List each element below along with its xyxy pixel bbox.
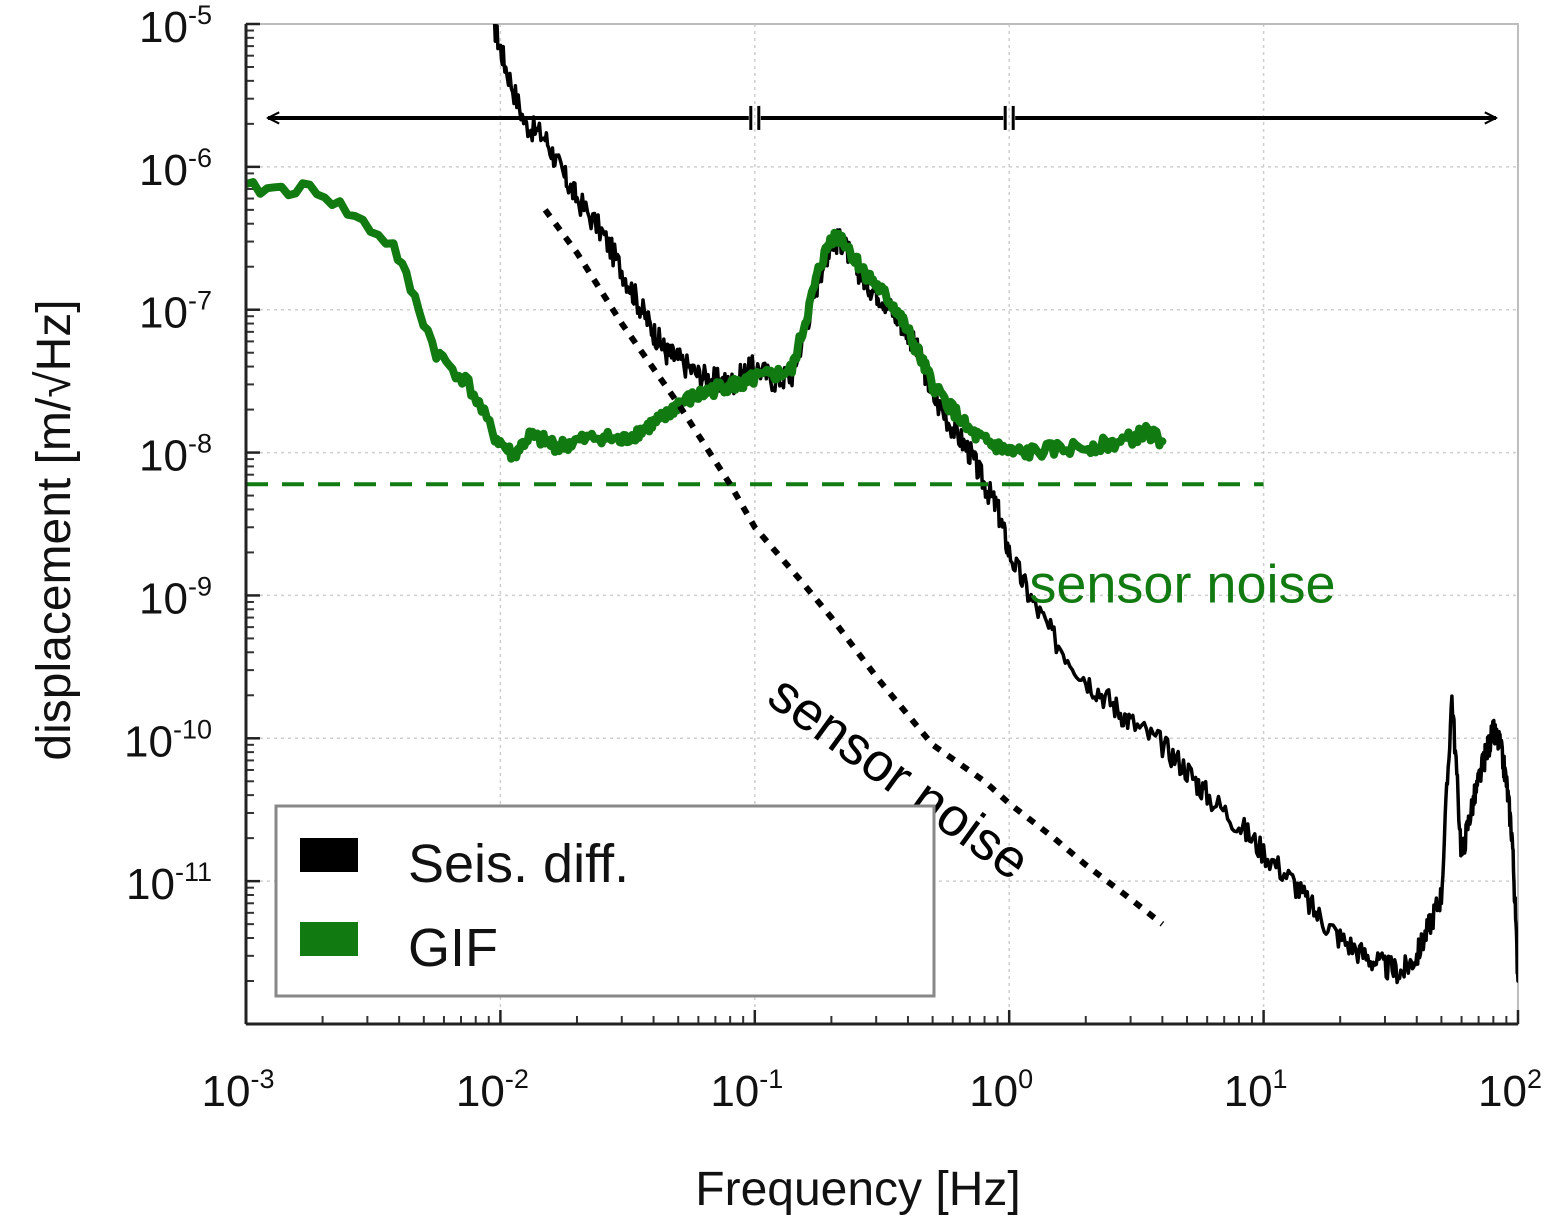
x-tick-label: 102 — [1478, 1064, 1542, 1116]
legend-box — [274, 804, 936, 998]
y-tick-label: 10-9 — [139, 571, 212, 623]
annotation-sensor-noise: sensor noise — [1029, 554, 1335, 614]
y-axis-title: displacement [m/√Hz] — [28, 299, 81, 760]
legend-swatch-gif — [300, 922, 358, 956]
series-line-3 — [542, 208, 1165, 927]
y-tick-label: 10-6 — [139, 143, 212, 195]
legend-label-seis-diff: Seis. diff. — [408, 834, 629, 894]
legend: Seis. diff. GIF — [274, 804, 936, 998]
legend-swatch-seis-diff — [300, 838, 358, 872]
series-line-0 — [492, 24, 1518, 985]
y-tick-labels: 10-5 10-6 10-7 10-8 10-9 10-10 10-11 — [124, 0, 212, 909]
y-tick-label: 10-11 — [126, 857, 212, 909]
x-tick-label: 100 — [969, 1064, 1033, 1116]
x-axis-title: Frequency [Hz] — [695, 1163, 1020, 1216]
range-markers — [268, 105, 1496, 130]
y-tick-label: 10-10 — [124, 714, 212, 766]
x-tick-label: 101 — [1224, 1064, 1288, 1116]
x-tick-label: 10-3 — [202, 1064, 275, 1116]
y-tick-label: 10-8 — [139, 429, 212, 481]
x-tick-label: 10-2 — [456, 1064, 529, 1116]
x-tick-label: 10-1 — [710, 1064, 783, 1116]
series-line-1 — [246, 178, 1167, 463]
y-tick-label: 10-7 — [139, 286, 212, 338]
x-tick-labels: 10-3 10-2 10-1 100 101 102 — [202, 1064, 1542, 1116]
series-layer — [246, 24, 1518, 985]
y-tick-label: 10-5 — [139, 0, 212, 52]
legend-label-gif: GIF — [408, 918, 498, 978]
